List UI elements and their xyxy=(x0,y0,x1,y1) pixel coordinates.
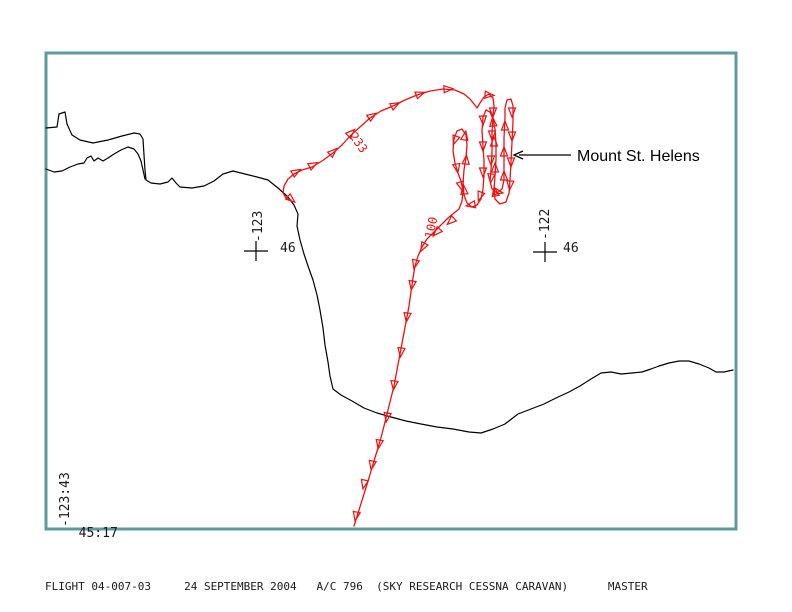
flight-track-path xyxy=(282,88,514,527)
grid-lat-label-east: 46 xyxy=(563,241,579,256)
annotation-arrow xyxy=(512,150,571,160)
coastline-paths xyxy=(45,111,734,434)
time-tick-markers xyxy=(284,84,517,523)
flight-line-100-label: 100 xyxy=(422,215,440,239)
grid-lat-label-west: 46 xyxy=(280,241,296,256)
grid-cross-markers xyxy=(244,241,557,262)
map-frame-border xyxy=(44,51,738,531)
corner-latitude-label: 45:17 xyxy=(63,526,118,541)
grid-lon-label-west: -123 xyxy=(251,211,266,242)
flight-line-233-label: 233 xyxy=(347,130,371,156)
footer-status-block: FLIGHT 04-007-03 24 SEPTEMBER 2004 A/C 7… xyxy=(45,547,648,612)
annotation-label: Mount St. Helens xyxy=(577,148,700,165)
corner-longitude-label: -123:43 xyxy=(58,472,73,527)
footer-flight-line: FLIGHT 04-007-03 24 SEPTEMBER 2004 A/C 7… xyxy=(45,580,648,593)
grid-lon-label-east: -122 xyxy=(538,209,553,240)
